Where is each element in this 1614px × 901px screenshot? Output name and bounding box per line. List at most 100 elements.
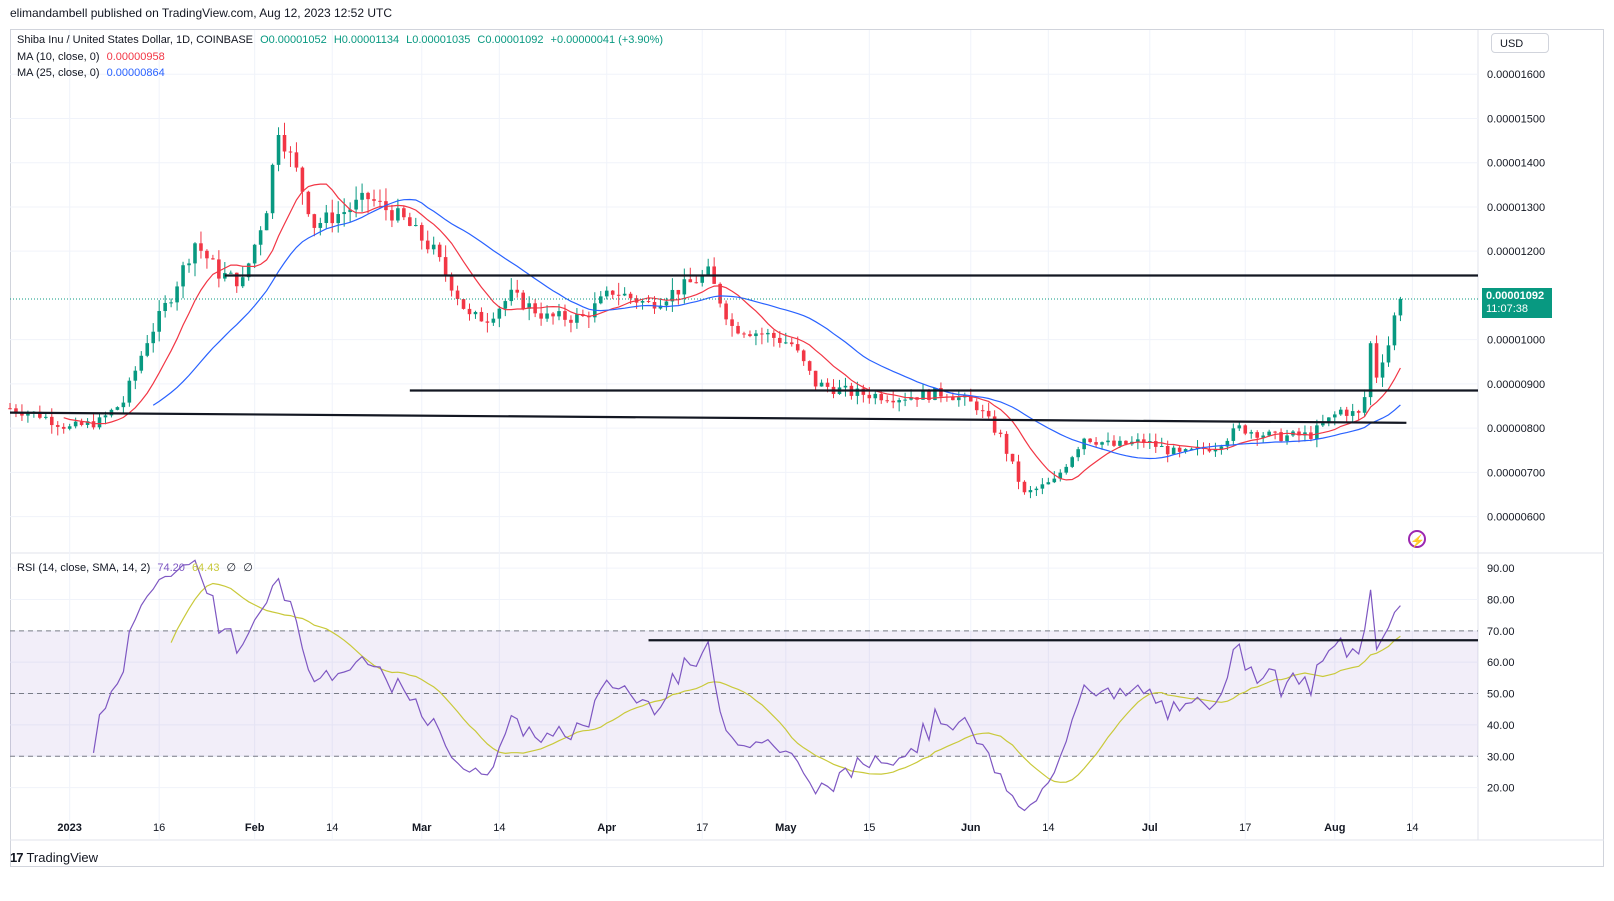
brand-name: TradingView [26, 850, 99, 865]
candle-body [551, 313, 555, 317]
candle-body [318, 223, 323, 228]
time-axis: 2023 16 Feb 14 Mar 14 Apr 17 May 15 Jun 14 Jul 17 Aug 1… [57, 822, 1418, 834]
candle-body [1022, 481, 1027, 493]
candle-body [748, 334, 752, 337]
candle-body [20, 412, 24, 416]
price-tick-label: 0.00000800 [1487, 423, 1545, 435]
time-tick-label: 16 [153, 822, 165, 834]
ma10-line [63, 183, 1401, 481]
candle-body [598, 296, 603, 304]
lightning-icon[interactable]: ⚡ [1408, 530, 1426, 548]
rsi-extra-2: ∅ [243, 562, 253, 574]
candle-body [813, 370, 818, 387]
candle-body [1344, 409, 1349, 416]
time-tick-label: Jul [1142, 822, 1158, 834]
candle-body [1046, 482, 1051, 485]
candle-body [509, 289, 514, 302]
rsi-tick-label: 40.00 [1487, 720, 1515, 732]
candle-body [694, 282, 699, 284]
rsi-legend[interactable]: RSI (14, close, SMA, 14, 2) 74.20 64.43 … [17, 561, 257, 574]
candle-body [801, 350, 806, 362]
candle-body [622, 293, 627, 296]
open-value: O0.00001052 [260, 34, 327, 46]
candle-body [825, 382, 830, 387]
candle-body [1219, 446, 1224, 450]
price-tick-label: 0.00001200 [1487, 246, 1545, 258]
rsi-tick-label: 60.00 [1487, 657, 1515, 669]
rsi-tick-label: 70.00 [1487, 626, 1515, 638]
candle-body [85, 421, 90, 425]
rsi-extra-1: ∅ [226, 562, 237, 574]
time-tick-label: 17 [696, 822, 708, 834]
candle-body [843, 385, 848, 388]
candle-body [521, 292, 525, 309]
candle-body [1213, 449, 1218, 452]
candle-body [55, 425, 60, 427]
price-tick-label: 0.00000900 [1487, 379, 1545, 391]
time-tick-label: Apr [597, 822, 617, 834]
candle-body [491, 318, 496, 323]
candle-body [873, 393, 878, 399]
candle-body [795, 344, 800, 351]
candle-body [1177, 447, 1182, 452]
candle-body [992, 416, 997, 433]
candle-body [1261, 435, 1265, 438]
candle-body [730, 319, 734, 326]
candle-body [980, 410, 985, 412]
candle-body [44, 416, 48, 418]
candle-body [676, 289, 681, 295]
candle-body [616, 294, 621, 296]
candle-body [449, 274, 454, 291]
candle-body [855, 388, 860, 396]
candle-body [276, 135, 281, 165]
candle-body [14, 408, 18, 413]
candle-body [312, 214, 317, 228]
price-tick-label: 0.00001500 [1487, 113, 1545, 125]
price-tick-label: 0.00001400 [1487, 158, 1545, 170]
candle-body [175, 286, 179, 303]
candle-body [264, 213, 269, 231]
candle-body [515, 289, 520, 293]
last-price-value: 0.00001092 [1486, 290, 1545, 302]
candle-body [1118, 440, 1122, 446]
candle-body [497, 308, 502, 319]
candle-body [419, 225, 424, 241]
candle-body [724, 303, 728, 320]
candle-body [1088, 438, 1092, 443]
candle-body [270, 164, 275, 214]
candle-body [1398, 298, 1403, 316]
candle-body [121, 402, 126, 408]
candle-body [1279, 432, 1283, 442]
candle-body [234, 272, 239, 287]
footer-brand[interactable]: 17 TradingView [10, 850, 98, 865]
candle-body [951, 397, 955, 401]
candle-body [26, 413, 30, 416]
candle-body [258, 230, 263, 245]
candle-body [1183, 449, 1188, 452]
candle-body [903, 399, 907, 401]
candle-body [461, 299, 466, 309]
candle-body [1380, 362, 1385, 378]
candle-body [1153, 441, 1158, 447]
candle-body [604, 290, 609, 297]
candle-body [1040, 484, 1045, 489]
ma25-label: MA (25, close, 0) [17, 67, 100, 79]
candle-body [437, 244, 442, 258]
candle-body [300, 167, 305, 192]
candle-body [933, 388, 937, 401]
candle-body [223, 273, 227, 279]
candle-body [1112, 440, 1116, 446]
candle-body [610, 290, 615, 295]
rsi-line [92, 559, 1401, 812]
candle-body [527, 303, 531, 309]
ma25-legend[interactable]: MA (25, close, 0) 0.00000864 [17, 67, 169, 79]
rsi-sma-value: 64.43 [191, 562, 220, 574]
ma10-legend[interactable]: MA (10, close, 0) 0.00000958 [17, 51, 169, 63]
candle-body [539, 313, 543, 319]
candle-body [1076, 449, 1080, 458]
candle-body [1237, 425, 1242, 429]
candle-body [1010, 453, 1015, 462]
currency-button[interactable]: USD [1491, 33, 1549, 53]
candle-body [760, 333, 764, 335]
